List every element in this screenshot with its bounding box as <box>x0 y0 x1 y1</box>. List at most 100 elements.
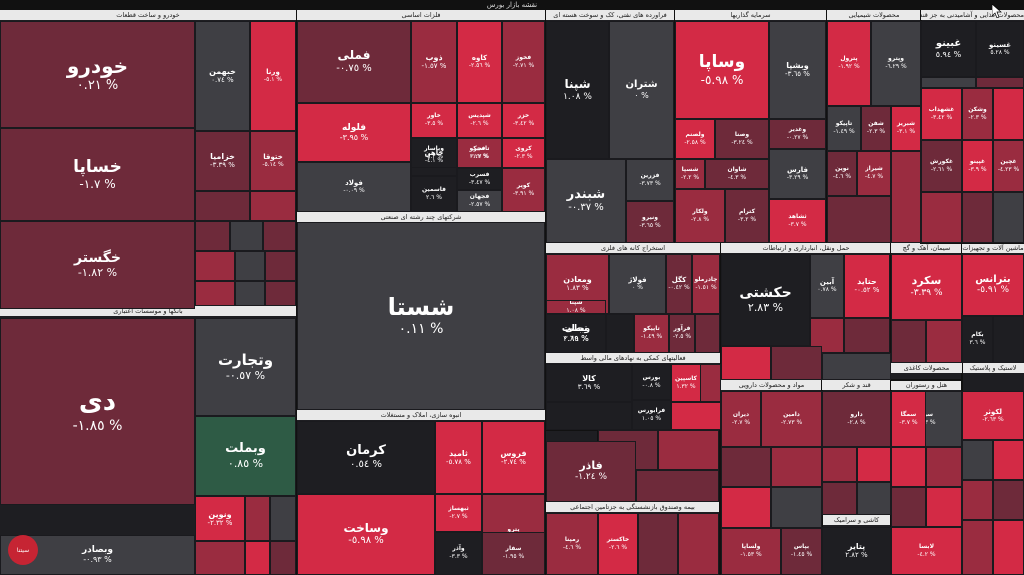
stock-tile-small[interactable] <box>195 541 245 575</box>
sector-title[interactable]: قند و شکر <box>822 380 891 390</box>
stock-tile[interactable]: خگستر -١.٨٢ % <box>0 221 195 309</box>
stock-tile-small[interactable] <box>822 482 857 515</box>
stock-tile-small[interactable] <box>993 520 1024 575</box>
stock-tile[interactable]: ولکار -٢.٨ % <box>675 189 725 243</box>
stock-tile[interactable]: خزر -٣.٤٢ % <box>502 103 545 138</box>
stock-tile[interactable]: خساپا -١.٧ % <box>0 128 195 221</box>
stock-tile[interactable]: خاکستر -٢.٦ % <box>598 513 638 575</box>
stock-tile[interactable]: شیراز -٤.٧ % <box>857 151 891 196</box>
stock-tile[interactable]: شفن -٢.٣ % <box>861 106 891 151</box>
stock-tile[interactable]: شپنا ١.٠٨ % <box>546 300 606 314</box>
stock-tile[interactable]: ولصنم -٢.٥٨ % <box>675 119 715 159</box>
sector-title[interactable]: سرمایه گذاریها <box>675 10 826 20</box>
stock-tile-small[interactable] <box>962 520 993 575</box>
stock-tile[interactable]: فارس -٣.٢٩ % <box>769 149 826 199</box>
stock-tile[interactable]: ثبهساز -٢.٧ % <box>435 494 482 532</box>
stock-tile-small[interactable] <box>891 447 926 487</box>
stock-tile-small[interactable] <box>962 440 993 480</box>
stock-tile[interactable]: فولاد -٠.٠٩ % <box>297 162 411 212</box>
sector-title[interactable]: هتل و رستوران <box>891 380 962 390</box>
stock-tile-small[interactable] <box>606 314 634 353</box>
stock-tile-small[interactable] <box>993 316 1024 363</box>
stock-tile[interactable]: دی -١.٨٥ % <box>0 318 195 505</box>
stock-tile[interactable]: غپینو -٣.٩ % <box>962 140 993 192</box>
stock-tile[interactable]: کالا ٣.٦٩ % <box>546 364 632 402</box>
stock-tile[interactable]: فلوله -٣.٩٥ % <box>297 103 411 162</box>
stock-tile[interactable]: بترانس -٥.٩١ % <box>962 254 1024 316</box>
stock-tile[interactable]: کرمان ٠.٥٤ % <box>297 421 435 494</box>
stock-tile-small[interactable] <box>265 281 296 306</box>
stock-tile-small[interactable] <box>636 470 719 502</box>
stock-tile[interactable]: فزرین -٣.٧٣ % <box>626 159 674 201</box>
stock-tile-small[interactable] <box>235 251 265 281</box>
stock-tile-small[interactable] <box>891 320 926 363</box>
stock-tile[interactable]: وتجارت -٠.٥٧ % <box>195 318 296 416</box>
sector-title[interactable]: استخراج کانه های فلزی <box>546 243 720 253</box>
stock-tile[interactable]: ثشاهد -٣.٧ % <box>769 199 826 243</box>
stock-tile[interactable]: شسپا -٢.٢ % <box>675 159 705 189</box>
stock-tile-small[interactable] <box>822 447 857 482</box>
sector-title[interactable]: سیمان، آهک و گچ <box>891 243 962 253</box>
stock-tile[interactable]: کاوه -٢.٥٦ % <box>457 21 502 103</box>
stock-tile[interactable]: فروس -٢.٧٤ % <box>482 421 545 494</box>
stock-tile[interactable]: ذوب -١.٥٧ % <box>411 21 457 103</box>
stock-tile-small[interactable] <box>822 353 891 380</box>
stock-tile[interactable]: تجلی ٣.٦٩ % <box>546 314 606 353</box>
stock-tile[interactable]: وبشپا -٣.٦٥ % <box>769 21 826 119</box>
stock-tile-small[interactable] <box>921 192 962 243</box>
sector-title[interactable]: حمل ونقل، انبارداری و ارتباطات <box>721 243 891 253</box>
stock-tile[interactable]: غبینو ٥.٩٤ % <box>921 21 976 77</box>
stock-tile[interactable]: شپنا ١.٠٨ % <box>546 21 609 159</box>
stock-tile[interactable]: فولاژ ٠ % <box>609 254 666 314</box>
stock-tile[interactable]: کگل -٠.٤٢ % <box>666 254 692 314</box>
stock-tile-small[interactable] <box>926 487 962 527</box>
stock-tile[interactable]: دارو -٢.٨ % <box>822 391 891 447</box>
stock-tile[interactable]: رمپنا -٤.٦ % <box>546 513 598 575</box>
stock-tile[interactable]: بکام ٣.٦ % <box>962 316 993 363</box>
stock-tile-small[interactable] <box>245 496 270 541</box>
stock-tile-small[interactable] <box>993 192 1024 243</box>
stock-tile-small[interactable] <box>921 77 976 88</box>
stock-tile-small[interactable] <box>993 440 1024 480</box>
sector-title[interactable]: ماشین آلات و تجهیزات <box>962 243 1024 253</box>
stock-tile[interactable]: خزامیا -٣.٣٩ % <box>195 131 250 191</box>
stock-tile[interactable]: غشهداب -٣.٤٢ % <box>921 88 962 140</box>
stock-tile-small[interactable] <box>771 447 822 487</box>
stock-tile[interactable]: چادرملو -١.٥١ % <box>692 254 720 314</box>
stock-tile[interactable]: وآذر -٣.٣ % <box>435 532 482 575</box>
stock-tile[interactable]: فاسمین ٢.٦ % <box>411 176 457 212</box>
stock-tile-small[interactable] <box>245 541 270 575</box>
stock-tile-small[interactable] <box>926 447 962 487</box>
stock-tile-small[interactable] <box>926 320 962 363</box>
stock-tile-small[interactable] <box>195 191 250 221</box>
stock-tile[interactable]: سکرد -٣.٣٩ % <box>891 254 962 320</box>
stock-tile-small[interactable] <box>250 191 296 221</box>
stock-tile[interactable]: فاذر -١.٢٤ % <box>546 441 636 502</box>
stock-tile[interactable]: بپاس -١.٤٥ % <box>781 528 822 575</box>
stock-tile[interactable]: لابسا -٤.٢ % <box>891 527 962 575</box>
stock-tile[interactable]: فجر ٣.٢٧ % <box>457 138 502 168</box>
stock-tile-small[interactable] <box>678 513 719 575</box>
stock-tile[interactable]: لکوثر -٢.٦٣ % <box>962 391 1024 440</box>
stock-tile[interactable]: شتران ٠ % <box>609 21 674 159</box>
stock-tile[interactable]: غسینو ٥.٢٨ % <box>976 21 1024 77</box>
stock-tile[interactable]: بورس -٠.٨ % <box>632 364 671 400</box>
stock-tile[interactable]: کویر -٣.٩١ % <box>502 168 545 212</box>
sector-title[interactable]: کاشی و سرامیک <box>822 515 891 525</box>
stock-tile-small[interactable] <box>771 346 822 380</box>
stock-tile-small[interactable] <box>993 480 1024 520</box>
stock-tile[interactable]: حکشتی ٢.٨٣ % <box>721 254 810 346</box>
sector-title[interactable]: لاستیک و پلاستیک <box>962 363 1024 373</box>
stock-tile[interactable]: وساخت -٥.٩٨ % <box>297 494 435 575</box>
sector-title[interactable]: فعالیتهای کمکی به نهادهای مالی واسط <box>546 353 720 363</box>
stock-tile-small[interactable] <box>962 192 993 243</box>
stock-tile-small[interactable] <box>771 487 822 528</box>
stock-tile[interactable]: حتاید -٠.٥٢ % <box>844 254 890 318</box>
stock-tile[interactable]: شستا ٠.١١ % <box>297 222 545 410</box>
stock-tile[interactable]: وساپا -٥.٩٨ % <box>675 21 769 119</box>
stock-tile-small[interactable] <box>195 281 235 306</box>
sector-title[interactable]: مواد و محصولات دارویی <box>721 380 822 390</box>
stock-tile[interactable]: پترول -١.٩٢ % <box>827 21 871 106</box>
stock-tile[interactable]: شبریز -٣.١ % <box>891 106 921 151</box>
sector-title[interactable]: خودرو و ساخت قطعات <box>0 10 296 20</box>
